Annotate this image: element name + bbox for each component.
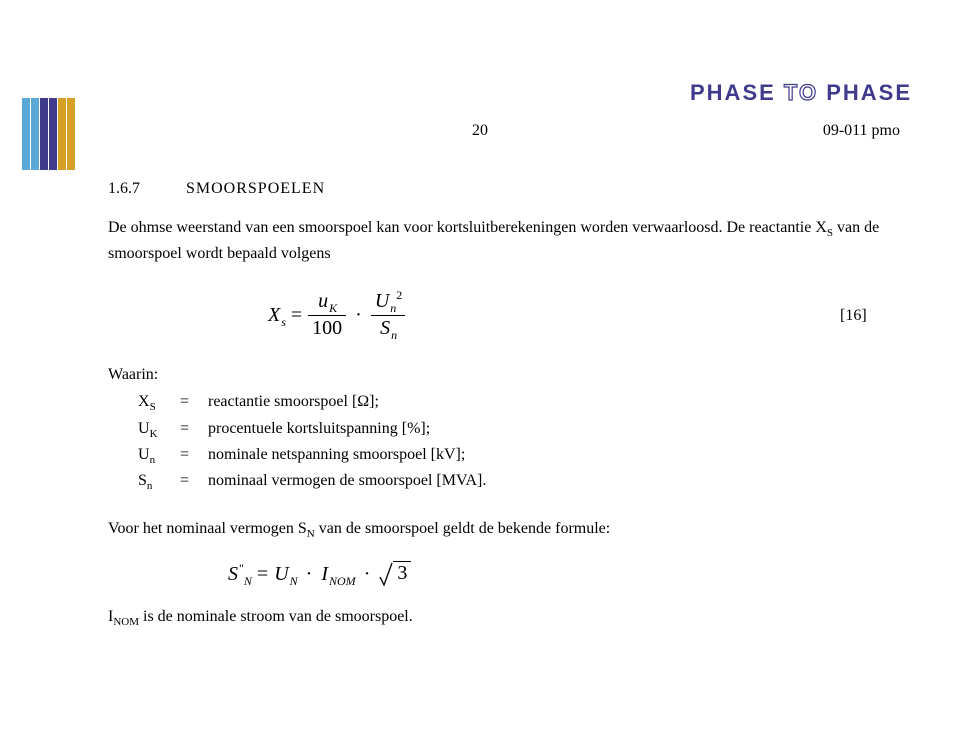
def1-text: reactantie smoorspoel [Ω];: [208, 390, 379, 416]
eq16-num1-var: u: [318, 290, 328, 312]
equation-sn: S"N = UN · INOM · 3: [108, 561, 900, 587]
definition-list: XS = reactantie smoorspoel [Ω]; UK = pro…: [138, 390, 900, 495]
def-row-2: UK = procentuele kortsluitspanning [%];: [138, 417, 900, 443]
eq2-lhs-var: S: [228, 563, 238, 585]
eq16-lhs-var: X: [268, 304, 280, 326]
eq16-math: Xs = uK 100 · Un2 Sn: [268, 291, 405, 340]
eq2-lhs-sub: N: [244, 574, 252, 588]
brand-logo: PHASE TO PHASE: [690, 80, 912, 106]
footer-sub: NOM: [113, 617, 139, 629]
eq2-r2-var: I: [321, 563, 328, 585]
footer-line: INOM is de nominale stroom van de smoors…: [108, 605, 900, 631]
paragraph-1: De ohmse weerstand van een smoorspoel ka…: [108, 216, 900, 265]
para2-sub: N: [307, 528, 315, 540]
eq16-num2-var: U: [375, 290, 389, 312]
eq16-den1: 100: [308, 318, 346, 340]
eq16-frac1: uK 100: [308, 291, 346, 340]
para1-text-a: De ohmse weerstand van een smoorspoel ka…: [108, 219, 827, 236]
def3-sub: n: [150, 454, 156, 466]
eq2-rad-val: 3: [393, 561, 411, 584]
eq2-math: S"N = UN · INOM · 3: [228, 561, 411, 587]
eq16-lhs-sub: s: [281, 315, 286, 329]
eq2-r1-var: U: [274, 563, 288, 585]
sqrt-icon: 3: [379, 561, 411, 587]
eq-dot: ·: [352, 304, 365, 327]
def-row-1: XS = reactantie smoorspoel [Ω];: [138, 390, 900, 416]
eq16-frac2: Un2 Sn: [371, 291, 405, 340]
eq2-lhs-sup: ": [239, 561, 244, 575]
def1-sym: X: [138, 393, 150, 410]
page-number: 20: [0, 122, 960, 140]
section-number: 1.6.7: [108, 180, 186, 198]
eq16-num1-sub: K: [329, 301, 337, 315]
para2-a: Voor het nominaal vermogen S: [108, 520, 307, 537]
waarin-label: Waarin:: [108, 366, 900, 384]
def2-sym: U: [138, 420, 150, 437]
def1-sub: S: [150, 402, 156, 414]
eq16-den2-var: S: [380, 317, 390, 339]
equation-16: Xs = uK 100 · Un2 Sn: [108, 291, 900, 340]
page: PHASE TO PHASE 20 09-011 pmo 1.6.7 SMOOR…: [0, 0, 960, 745]
content: 1.6.7 SMOORSPOELEN De ohmse weerstand va…: [108, 180, 900, 646]
def3-text: nominale netspanning smoorspoel [kV];: [208, 443, 465, 469]
eq16-num2-sub: n: [390, 301, 396, 315]
def-row-3: Un = nominale netspanning smoorspoel [kV…: [138, 443, 900, 469]
def4-sym: S: [138, 472, 147, 489]
def2-text: procentuele kortsluitspanning [%];: [208, 417, 430, 443]
eq2-r2-sub: NOM: [329, 574, 356, 588]
paragraph-2: Voor het nominaal vermogen SN van de smo…: [108, 517, 900, 543]
logo-part-3: PHASE: [826, 80, 912, 105]
section-heading: 1.6.7 SMOORSPOELEN: [108, 180, 900, 198]
eq-equals: =: [291, 304, 302, 327]
eq16-den2-sub: n: [391, 328, 397, 342]
footer-b: is de nominale stroom van de smoorspoel.: [139, 608, 413, 625]
logo-part-2: TO: [784, 80, 818, 105]
section-title: SMOORSPOELEN: [186, 180, 325, 198]
eq16-num2-sup: 2: [396, 288, 402, 302]
def3-sym: U: [138, 446, 150, 463]
doc-id: 09-011 pmo: [823, 122, 900, 140]
def4-text: nominaal vermogen de smoorspoel [MVA].: [208, 469, 486, 495]
logo-part-1: PHASE: [690, 80, 776, 105]
eq2-r1-sub: N: [290, 574, 298, 588]
def4-sub: n: [147, 480, 153, 492]
eq16-tag: [16]: [840, 307, 900, 325]
def-row-4: Sn = nominaal vermogen de smoorspoel [MV…: [138, 469, 900, 495]
def2-sub: K: [150, 428, 158, 440]
para2-b: van de smoorspoel geldt de bekende formu…: [315, 520, 610, 537]
